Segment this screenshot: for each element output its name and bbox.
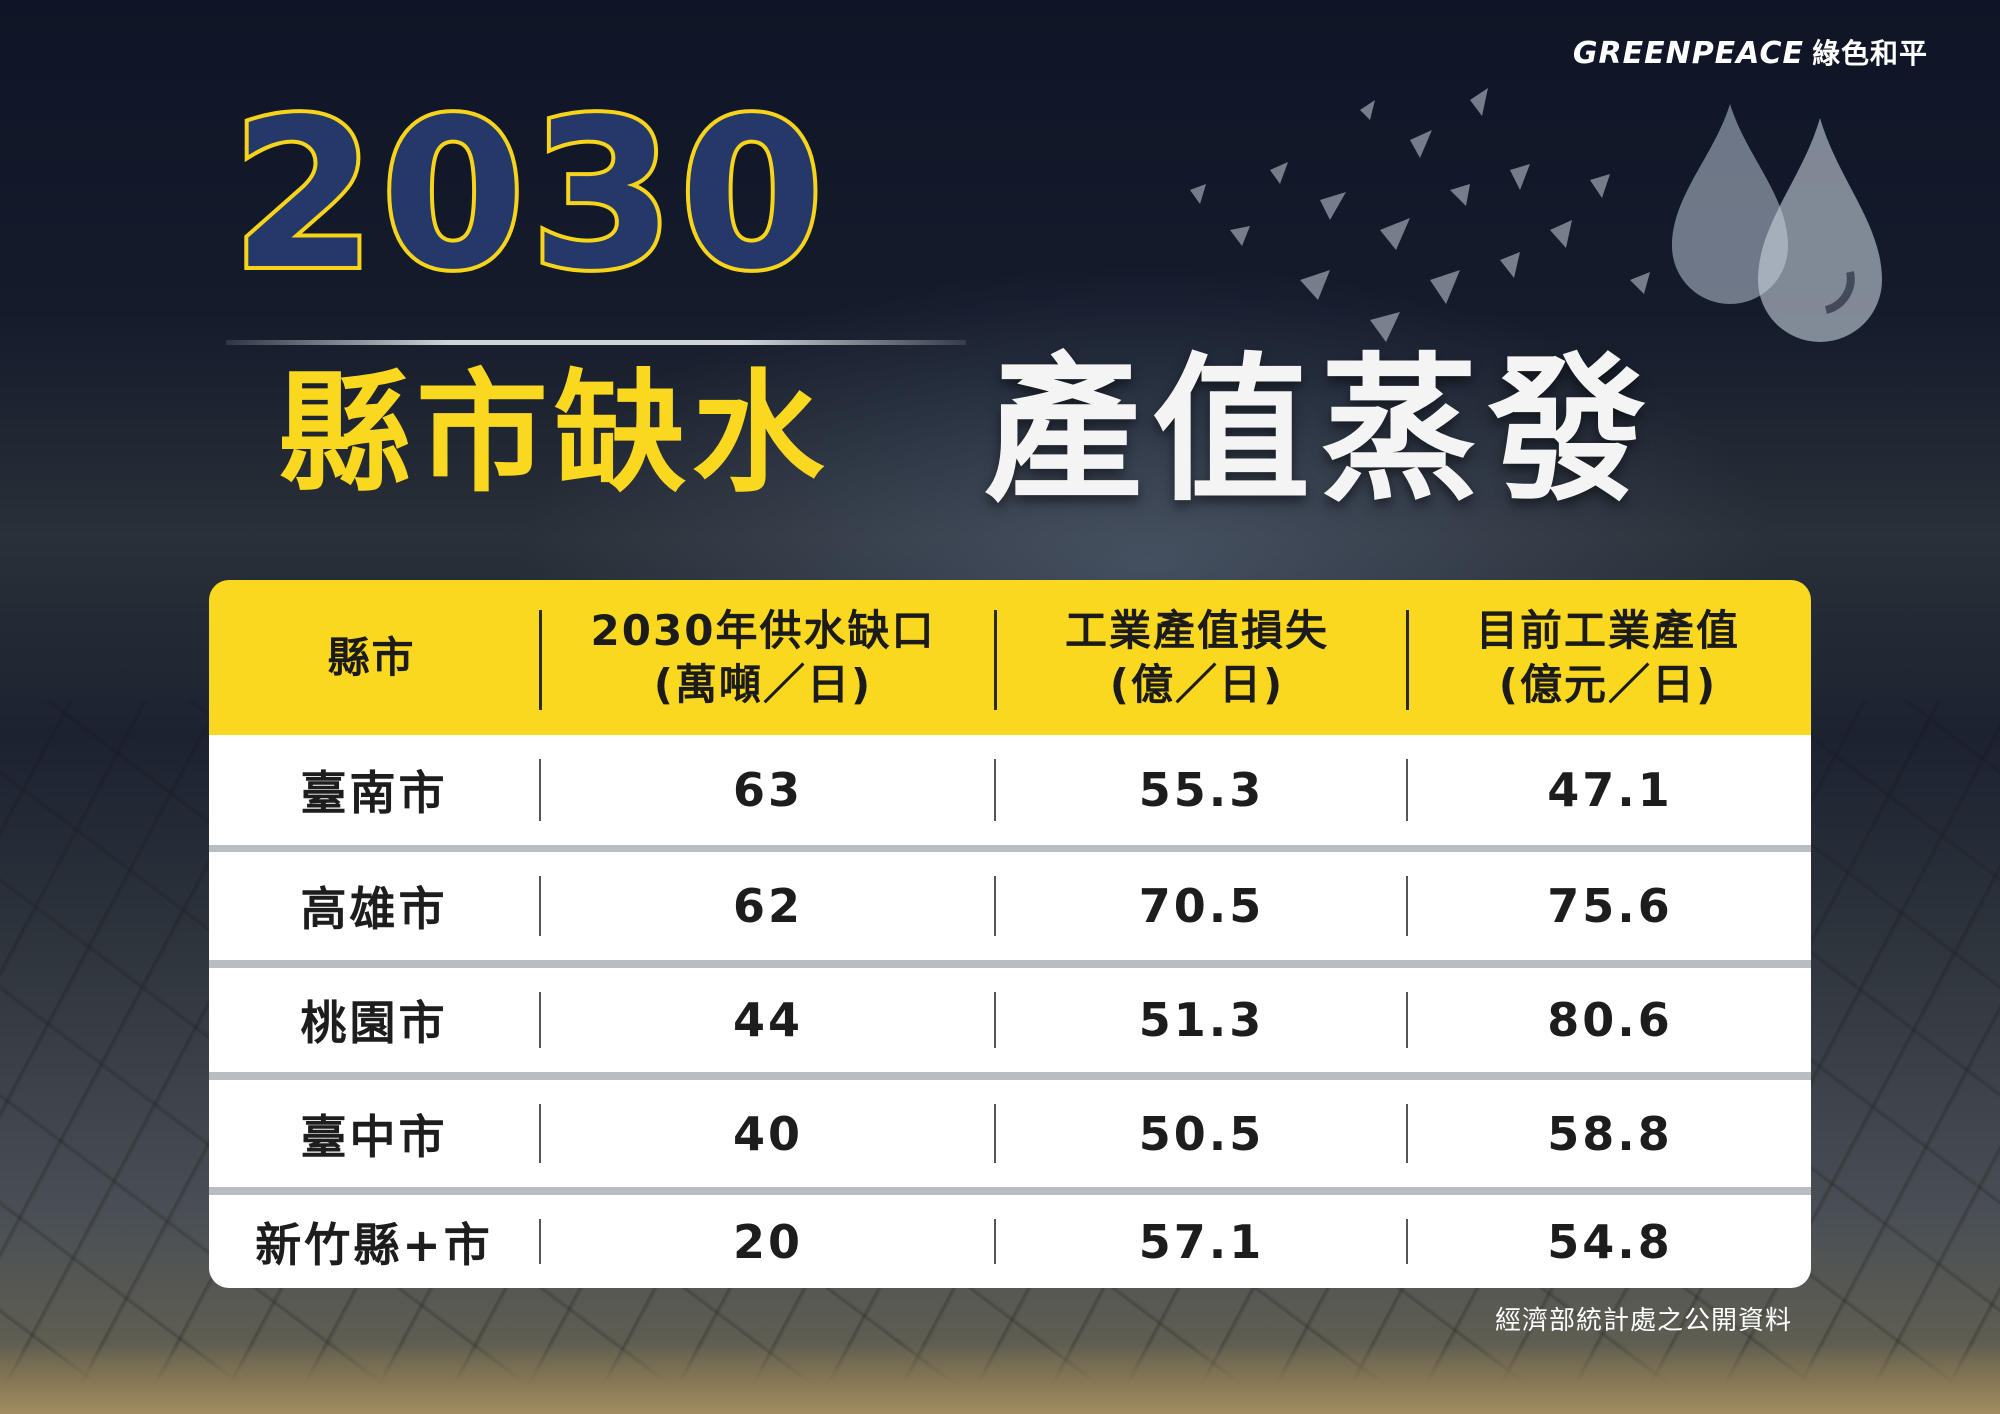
header-city-label: 縣市 bbox=[327, 632, 416, 682]
header-shortage-unit: (萬噸／日) bbox=[653, 659, 873, 709]
logo-text-en: GREENPEACE bbox=[1572, 36, 1804, 71]
table-row: 新竹縣+市 20 57.1 54.8 bbox=[209, 1195, 1811, 1288]
row-separator bbox=[209, 845, 1811, 853]
column-divider bbox=[539, 759, 541, 821]
cell-shortage: 44 bbox=[732, 993, 803, 1047]
sand-strip bbox=[0, 1344, 2000, 1414]
cell-shortage: 40 bbox=[732, 1106, 803, 1161]
header-divider bbox=[539, 610, 542, 710]
header-divider bbox=[994, 610, 997, 710]
cell-city: 臺中市 bbox=[300, 1109, 448, 1164]
column-divider bbox=[539, 876, 541, 936]
headline-white: 產值蒸發 bbox=[984, 339, 1656, 523]
row-separator bbox=[209, 1072, 1811, 1080]
column-divider bbox=[994, 1219, 996, 1264]
column-divider bbox=[1406, 1104, 1408, 1163]
header-loss-label: 工業產值損失 bbox=[1064, 605, 1329, 655]
column-divider bbox=[539, 992, 541, 1048]
source-note: 經濟部統計處之公開資料 bbox=[1494, 1306, 1792, 1336]
cell-output: 75.6 bbox=[1547, 879, 1673, 933]
cell-shortage: 20 bbox=[732, 1214, 803, 1269]
cell-output: 80.6 bbox=[1547, 993, 1673, 1047]
cell-loss: 57.1 bbox=[1138, 1214, 1265, 1269]
column-divider bbox=[994, 1104, 996, 1163]
table-row: 高雄市 62 70.5 75.6 bbox=[209, 852, 1811, 960]
header-output-label: 目前工業產值 bbox=[1475, 605, 1740, 655]
header-output-unit: (億元／日) bbox=[1498, 659, 1718, 709]
cell-city: 桃園市 bbox=[300, 996, 448, 1050]
table-row: 臺南市 63 55.3 47.1 bbox=[209, 735, 1811, 845]
header-city: 縣市 bbox=[209, 580, 534, 735]
cell-city: 新竹縣+市 bbox=[255, 1217, 493, 1272]
cell-city: 高雄市 bbox=[300, 882, 448, 936]
table-row: 臺中市 40 50.5 58.8 bbox=[209, 1080, 1811, 1187]
column-divider bbox=[539, 1104, 541, 1163]
column-divider bbox=[994, 759, 996, 821]
shattered-shards-graphic bbox=[1190, 88, 1650, 342]
column-divider bbox=[994, 876, 996, 936]
data-table: 縣市 2030年供水缺口 (萬噸／日) 工業產值損失 (億／日) 目前工業產值 (億元… bbox=[209, 580, 1811, 1288]
greenpeace-logo: GREENPEACE 綠色和平 bbox=[1573, 32, 1928, 72]
header-output: 目前工業產值 (億元／日) bbox=[1405, 580, 1811, 735]
row-separator bbox=[209, 960, 1811, 968]
header-shortage-label: 2030年供水缺口 bbox=[590, 605, 936, 655]
cell-shortage: 63 bbox=[732, 763, 803, 817]
cell-output: 54.8 bbox=[1547, 1214, 1673, 1269]
cell-output: 58.8 bbox=[1547, 1106, 1673, 1161]
title-divider bbox=[226, 340, 966, 345]
column-divider bbox=[1406, 1219, 1408, 1264]
cell-shortage: 62 bbox=[732, 879, 803, 933]
column-divider bbox=[994, 992, 996, 1048]
column-divider bbox=[1406, 759, 1408, 821]
table-header: 縣市 2030年供水缺口 (萬噸／日) 工業產值損失 (億／日) 目前工業產值 (億元… bbox=[209, 580, 1811, 735]
column-divider bbox=[1406, 876, 1408, 936]
header-shortage: 2030年供水缺口 (萬噸／日) bbox=[537, 580, 989, 735]
header-divider bbox=[1406, 610, 1409, 710]
headline-year: 2030 bbox=[228, 75, 830, 315]
cell-loss: 55.3 bbox=[1138, 763, 1265, 817]
logo-text-zh: 綠色和平 bbox=[1811, 37, 1928, 70]
table-row: 桃園市 44 51.3 80.6 bbox=[209, 968, 1811, 1072]
column-divider bbox=[539, 1219, 541, 1264]
cell-loss: 50.5 bbox=[1138, 1106, 1265, 1161]
cell-city: 臺南市 bbox=[300, 766, 448, 820]
cell-loss: 51.3 bbox=[1138, 993, 1265, 1047]
header-loss-unit: (億／日) bbox=[1109, 659, 1285, 709]
row-separator bbox=[209, 1187, 1811, 1195]
column-divider bbox=[1406, 992, 1408, 1048]
headline-yellow: 縣市缺水 bbox=[278, 357, 830, 511]
cell-loss: 70.5 bbox=[1138, 879, 1265, 933]
cell-output: 47.1 bbox=[1547, 763, 1673, 817]
water-drops-icon bbox=[1672, 104, 1882, 342]
header-loss: 工業產值損失 (億／日) bbox=[992, 580, 1402, 735]
